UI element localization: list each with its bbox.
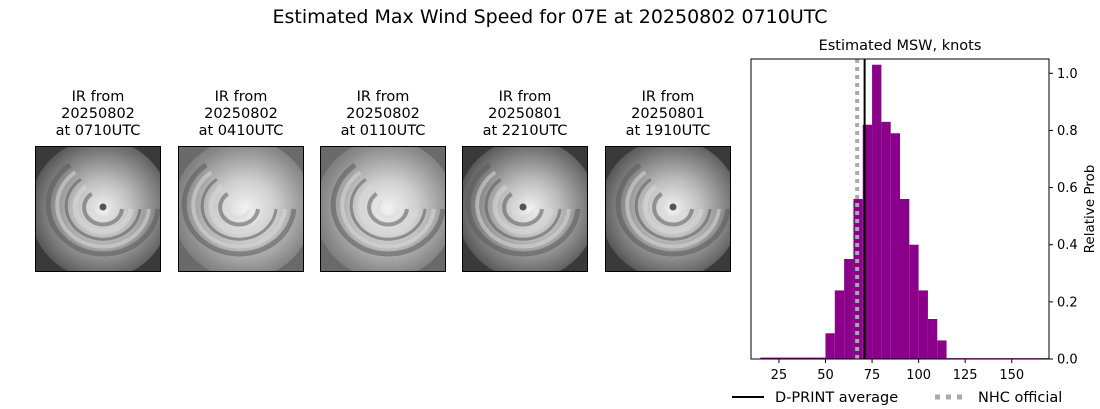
ir-panel-5: IR from 20250801 at 1910UTC	[605, 89, 731, 272]
ir-panel-3: IR from 20250802 at 0110UTC	[320, 89, 446, 272]
ir-caption-date: 20250802	[346, 106, 420, 122]
histogram-bar	[900, 199, 910, 359]
y-tick-label: 0.2	[1057, 295, 1078, 310]
histogram-bar	[834, 290, 845, 359]
x-tick-label: 50	[817, 368, 834, 383]
x-tick-label: 125	[953, 368, 978, 383]
histogram-bar	[788, 357, 798, 359]
ir-caption: IR from 20250801 at 1910UTC	[595, 89, 741, 140]
x-tick-label: 75	[864, 368, 881, 383]
histogram-bar	[872, 64, 882, 359]
ir-caption-time: at 0110UTC	[340, 123, 426, 139]
legend-label: NHC official	[978, 390, 1062, 406]
plot-frame	[750, 58, 1050, 360]
ir-panel-2: IR from 20250802 at 0410UTC	[178, 89, 304, 272]
ir-caption-date: 20250801	[631, 106, 705, 122]
ir-caption-line: IR from	[498, 89, 552, 105]
ir-caption-line: IR from	[214, 89, 268, 105]
ir-caption-line: IR from	[641, 89, 695, 105]
x-tick-label: 100	[906, 368, 931, 383]
histogram-bar	[927, 319, 938, 359]
histogram-bar	[918, 290, 928, 359]
ir-caption-time: at 1910UTC	[625, 123, 711, 139]
histogram-bar	[890, 133, 900, 359]
ir-panel-4: IR from 20250801 at 2210UTC	[462, 89, 588, 272]
y-tick-label: 1.0	[1057, 67, 1078, 82]
histogram-bar	[769, 357, 779, 359]
ir-caption: IR from 20250802 at 0410UTC	[168, 89, 314, 140]
ir-caption-time: at 2210UTC	[482, 123, 568, 139]
figure-title: Estimated Max Wind Speed for 07E at 2025…	[272, 6, 828, 28]
ir-caption: IR from 20250802 at 0110UTC	[310, 89, 456, 140]
ir-caption-date: 20250802	[61, 106, 135, 122]
ir-caption-time: at 0710UTC	[55, 123, 141, 139]
y-tick-label: 0.4	[1057, 238, 1078, 253]
legend-label: D-PRINT average	[775, 390, 898, 406]
histogram-bar	[797, 357, 807, 359]
ir-image	[178, 146, 304, 272]
ir-panel-1: IR from 20250802 at 0710UTC	[35, 89, 161, 272]
y-axis-label: Relative Prob	[1082, 165, 1098, 254]
histogram-bar	[844, 259, 854, 359]
y-tick-label: 0.0	[1057, 353, 1078, 368]
histogram-bar	[862, 124, 873, 359]
ir-caption-time: at 0410UTC	[198, 123, 284, 139]
ir-caption-date: 20250802	[204, 106, 278, 122]
y-tick-label: 0.8	[1057, 124, 1078, 139]
ir-caption-date: 20250801	[488, 106, 562, 122]
ir-image	[320, 146, 446, 272]
x-tick-label: 25	[771, 368, 788, 383]
ir-caption: IR from 20250802 at 0710UTC	[25, 89, 171, 140]
ir-image	[605, 146, 731, 272]
ir-caption-line: IR from	[71, 89, 125, 105]
y-tick-label: 0.6	[1057, 181, 1078, 196]
ir-caption: IR from 20250801 at 2210UTC	[452, 89, 598, 140]
histogram-bar	[816, 357, 826, 359]
ir-image	[462, 146, 588, 272]
histogram-bar	[909, 244, 919, 359]
x-tick-label: 150	[999, 368, 1024, 383]
chart-title: Estimated MSW, knots	[819, 38, 982, 54]
histogram-bar	[881, 121, 891, 359]
histogram-bar	[937, 340, 947, 359]
histogram-bar	[778, 357, 789, 359]
histogram-bar	[760, 357, 770, 359]
histogram-bar	[825, 333, 835, 359]
histogram-bar	[806, 357, 817, 359]
ir-image	[35, 146, 161, 272]
ir-caption-line: IR from	[356, 89, 410, 105]
